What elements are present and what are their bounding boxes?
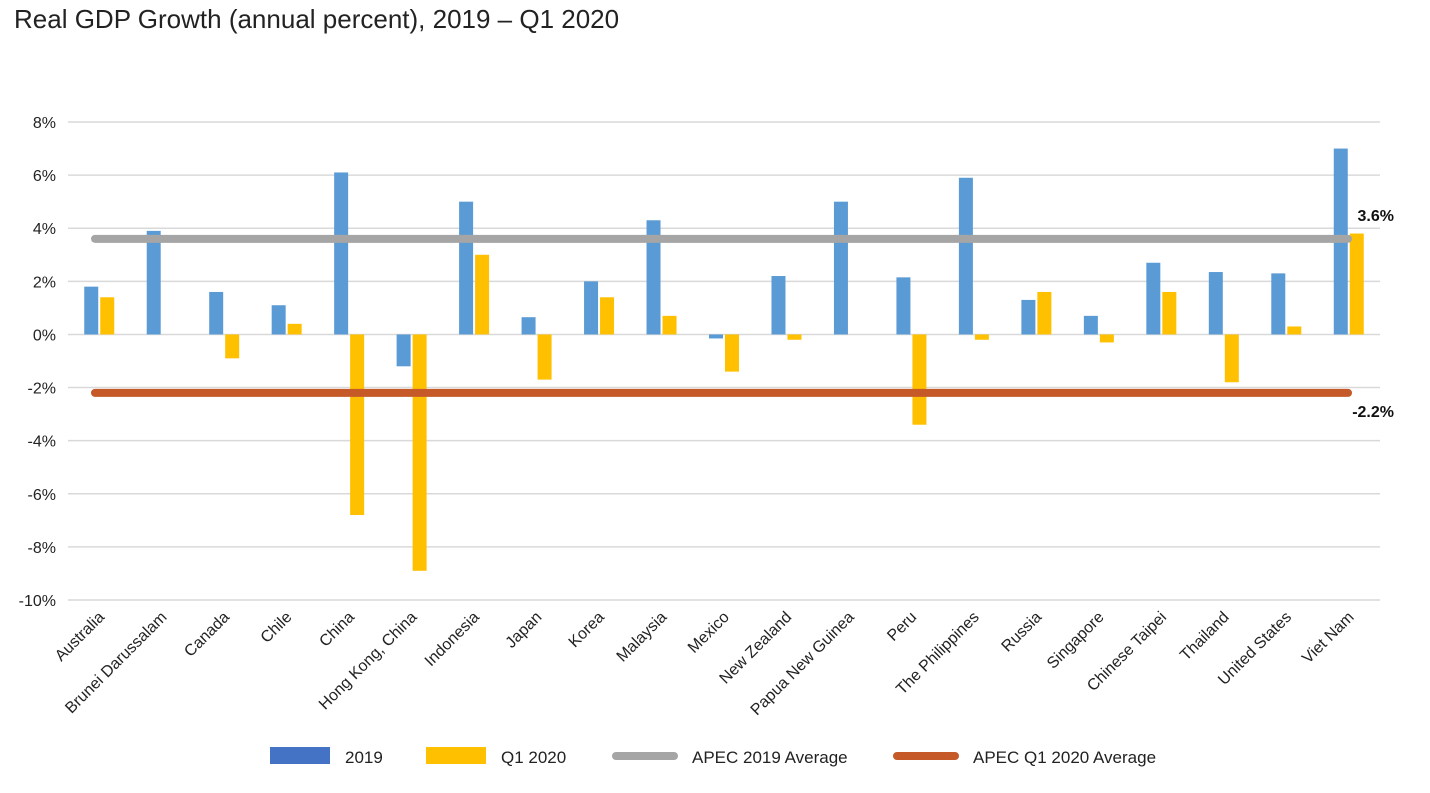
bar-2019 xyxy=(84,286,99,335)
bar-2019 xyxy=(771,276,786,335)
bar-q1-2020 xyxy=(787,334,802,340)
bar-2019 xyxy=(709,334,723,339)
y-tick-label: 6% xyxy=(33,168,56,185)
legend-label: 2019 xyxy=(345,748,383,767)
bar-q1-2020 xyxy=(475,254,490,335)
bar-2019 xyxy=(1208,272,1223,335)
bar-q1-2020 xyxy=(974,334,989,340)
y-tick-label: 0% xyxy=(33,327,56,344)
bar-2019 xyxy=(1146,262,1161,335)
x-category-label: Thailand xyxy=(1177,609,1232,664)
bar-2019 xyxy=(209,291,224,335)
x-category-label: Peru xyxy=(884,609,920,645)
x-category-label: Chile xyxy=(258,609,296,647)
x-category-label: Russia xyxy=(999,609,1046,656)
bar-q1-2020 xyxy=(600,297,615,335)
x-category-label: Singapore xyxy=(1044,609,1108,673)
legend-label: Q1 2020 xyxy=(501,748,566,767)
bar-q1-2020 xyxy=(1287,326,1302,335)
bar-2019 xyxy=(271,305,286,335)
apec-2019-average-label: 3.6% xyxy=(1358,208,1394,225)
bar-q1-2020 xyxy=(1349,233,1364,335)
bar-q1-2020 xyxy=(1162,291,1177,335)
bar-2019 xyxy=(958,177,973,335)
reference-lines: 3.6% -2.2% xyxy=(91,208,1394,421)
y-tick-label: 4% xyxy=(33,221,56,238)
bar-q1-2020 xyxy=(662,315,677,335)
bar-2019 xyxy=(521,317,536,335)
y-tick-label: 8% xyxy=(33,115,56,132)
bar-2019 xyxy=(334,172,349,335)
bar-q1-2020 xyxy=(1224,334,1239,383)
bar-2019 xyxy=(396,334,411,367)
legend-swatch xyxy=(270,747,330,764)
y-tick-label: -2% xyxy=(28,381,56,398)
bar-q1-2020 xyxy=(1037,291,1052,335)
x-category-label: Indonesia xyxy=(422,609,483,670)
y-tick-label: -4% xyxy=(28,434,56,451)
legend-label: APEC Q1 2020 Average xyxy=(973,748,1156,767)
x-category-label: Japan xyxy=(503,609,546,652)
bar-2019 xyxy=(584,281,599,335)
bar-q1-2020 xyxy=(412,334,427,571)
x-category-label: China xyxy=(316,609,358,651)
bar-q1-2020 xyxy=(225,334,240,359)
bar-2019 xyxy=(833,201,848,335)
x-category-label: Canada xyxy=(181,609,233,661)
y-tick-label: -10% xyxy=(19,593,56,610)
bar-2019 xyxy=(1021,299,1036,335)
bar-2019 xyxy=(459,201,474,335)
bar-q1-2020 xyxy=(100,297,115,335)
legend-label: APEC 2019 Average xyxy=(692,748,848,767)
x-category-label: Malaysia xyxy=(614,609,671,666)
bar-2019 xyxy=(896,277,911,335)
bars xyxy=(84,148,1364,571)
legend-swatch xyxy=(426,747,486,764)
bar-2019 xyxy=(1271,273,1286,335)
bar-2019 xyxy=(1083,315,1098,335)
bar-q1-2020 xyxy=(350,334,365,516)
y-axis-ticks: 8% 6% 4% 2% 0% -2% -4% -6% -8% -10% xyxy=(19,115,56,610)
gridlines xyxy=(68,121,1380,601)
y-tick-label: 2% xyxy=(33,274,56,291)
bar-q1-2020 xyxy=(1099,334,1114,343)
y-tick-label: -8% xyxy=(28,540,56,557)
bar-q1-2020 xyxy=(537,334,552,380)
bar-2019 xyxy=(646,220,661,335)
apec-q1-2020-average-label: -2.2% xyxy=(1352,404,1394,421)
bar-2019 xyxy=(146,230,161,335)
y-tick-label: -6% xyxy=(28,487,56,504)
x-category-label: Korea xyxy=(566,609,608,651)
bar-q1-2020 xyxy=(287,323,302,335)
x-category-label: Mexico xyxy=(685,609,733,657)
chart-title: Real GDP Growth (annual percent), 2019 –… xyxy=(14,4,620,34)
bar-q1-2020 xyxy=(725,334,739,372)
bar-q1-2020 xyxy=(912,334,927,425)
x-category-label: Papua New Guinea xyxy=(748,609,858,719)
legend: 2019 Q1 2020 APEC 2019 Average APEC Q1 2020… xyxy=(270,747,1156,767)
x-category-label: Australia xyxy=(52,609,108,665)
x-category-label: Viet Nam xyxy=(1299,609,1357,667)
